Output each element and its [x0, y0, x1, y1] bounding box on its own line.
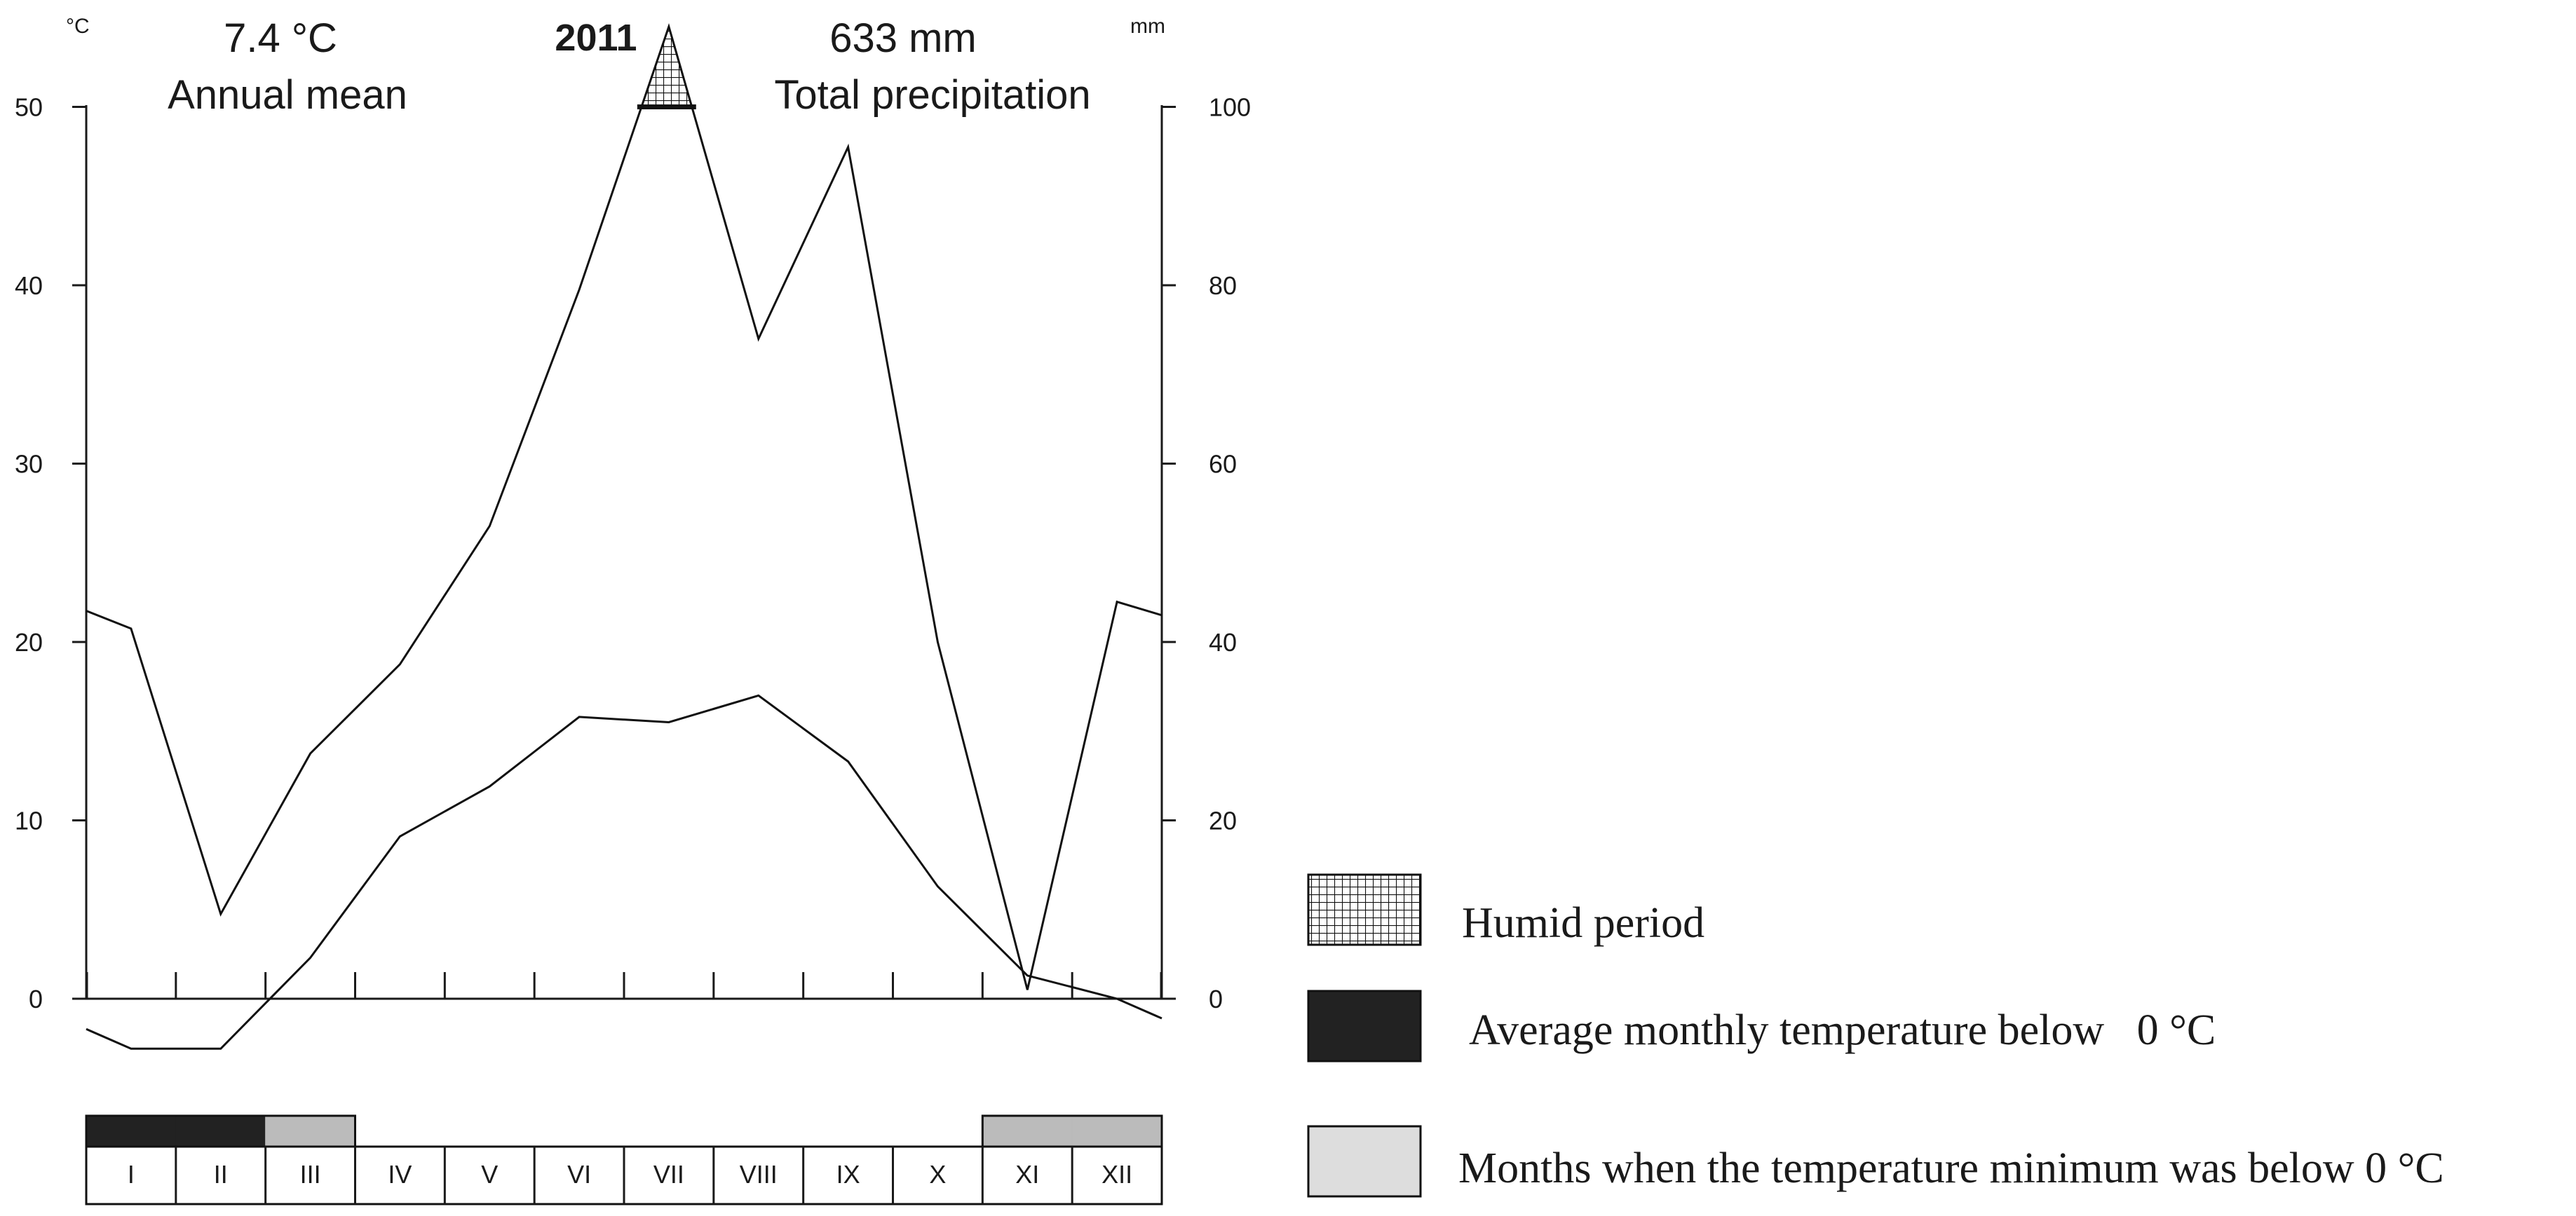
- month-label-VIII: VIII: [740, 1160, 778, 1189]
- status-cell-XI: [982, 1115, 1073, 1147]
- total-precipitation-value: 633 mm: [829, 15, 977, 61]
- humid-period-area: [640, 24, 693, 108]
- chart-title-year: 2011: [555, 17, 637, 59]
- month-label-V: V: [481, 1160, 498, 1189]
- month-label-IV: IV: [388, 1160, 412, 1189]
- legend-below0-swatch: [1307, 990, 1422, 1063]
- total-precipitation-label: Total precipitation: [774, 72, 1090, 118]
- legend-humid-label: Humid period: [1462, 899, 1704, 947]
- annual-mean-label: Annual mean: [168, 72, 407, 118]
- annual-mean-value: 7.4 °C: [224, 15, 337, 61]
- precipitation-line: [86, 22, 1162, 990]
- month-label-VII: VII: [653, 1160, 684, 1189]
- status-cell-XII: [1071, 1115, 1162, 1147]
- right-tick-label-80: 80: [1209, 271, 1237, 300]
- legend-min-below0-swatch: [1307, 1125, 1422, 1198]
- left-tick-label-20: 20: [15, 628, 43, 657]
- month-status-bar: [85, 1114, 1163, 1148]
- right-tick-label-60: 60: [1209, 450, 1237, 479]
- month-label-XII: XII: [1101, 1160, 1132, 1189]
- legend-humid-swatch: [1307, 873, 1422, 946]
- month-label-I: I: [128, 1160, 135, 1189]
- month-label-II: II: [214, 1160, 228, 1189]
- left-tick-label-10: 10: [15, 807, 43, 835]
- status-cell-II: [175, 1115, 266, 1147]
- right-tick-label-20: 20: [1209, 807, 1237, 835]
- left-axis-unit: °C: [66, 15, 90, 38]
- left-axis-ticks: 0 10 20 30 40 50: [15, 93, 86, 1013]
- month-label-VI: VI: [567, 1160, 591, 1189]
- left-tick-label-30: 30: [15, 450, 43, 479]
- month-label-X: X: [929, 1160, 946, 1189]
- month-tick-marks: [86, 972, 1162, 999]
- status-cell-III: [265, 1115, 355, 1147]
- month-strip: I II III IV V VI VII VIII IX X XI XII: [85, 1145, 1163, 1205]
- right-tick-label-100: 100: [1209, 93, 1251, 122]
- legend-below0-label: Average monthly temperature below 0 °C: [1469, 1006, 2216, 1054]
- month-label-IX: IX: [836, 1160, 860, 1189]
- month-label-XI: XI: [1015, 1160, 1039, 1189]
- right-axis-ticks: 0 20 40 60 80 100: [1162, 93, 1251, 1013]
- right-axis-unit: mm: [1130, 15, 1165, 38]
- left-tick-label-0: 0: [29, 985, 43, 1013]
- left-tick-label-40: 40: [15, 271, 43, 300]
- left-tick-label-50: 50: [15, 93, 43, 122]
- status-cell-I: [86, 1115, 177, 1147]
- temperature-line: [86, 694, 1162, 1050]
- legend-min-below0-label: Months when the temperature minimum was …: [1458, 1145, 2444, 1192]
- right-tick-label-40: 40: [1209, 628, 1237, 657]
- right-tick-label-0: 0: [1209, 985, 1223, 1013]
- legend: Humid period Average monthly temperature…: [1307, 873, 2444, 1198]
- month-label-III: III: [300, 1160, 321, 1189]
